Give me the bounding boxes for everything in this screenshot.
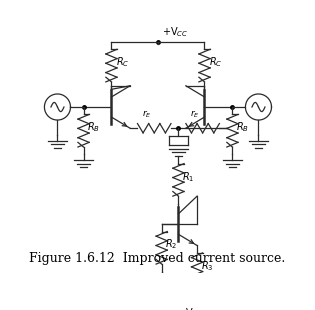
Text: $R_B$: $R_B$ [87, 121, 100, 134]
Text: $R_3$: $R_3$ [201, 259, 213, 273]
Text: $R_C$: $R_C$ [209, 55, 223, 69]
Text: $R_1$: $R_1$ [182, 170, 195, 184]
Text: $R_C$: $R_C$ [116, 55, 129, 69]
Text: +V$_{CC}$: +V$_{CC}$ [162, 25, 188, 39]
Text: $r_E$: $r_E$ [190, 108, 200, 120]
Text: $R_B$: $R_B$ [236, 121, 249, 134]
Text: -V$_{EE}$: -V$_{EE}$ [182, 306, 203, 310]
Text: $R_2$: $R_2$ [165, 238, 178, 251]
Text: Figure 1.6.12  Improved current source.: Figure 1.6.12 Improved current source. [29, 252, 286, 265]
Text: $r_E$: $r_E$ [142, 108, 152, 120]
